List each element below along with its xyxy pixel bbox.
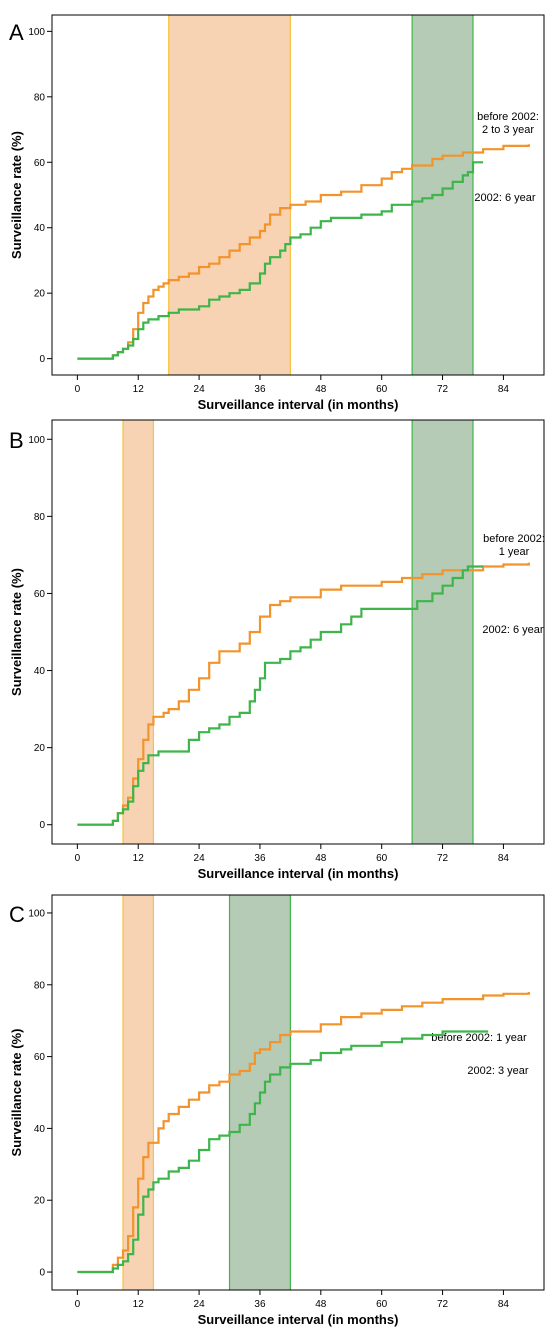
- y-tick-label: 100: [28, 435, 45, 446]
- series-label: before 2002: 1 year: [483, 533, 545, 558]
- series-label: 2002: 6 year: [474, 192, 535, 204]
- x-tick-label: 48: [315, 384, 327, 395]
- series-label-line: before 2002: 1 year: [431, 1032, 527, 1044]
- series-label-line: before 2002:: [477, 111, 539, 123]
- series-line-orange: [77, 144, 530, 360]
- y-tick-label: 60: [34, 589, 46, 600]
- series-label: 2002: 6 year: [482, 624, 543, 636]
- series-label-line: 2 to 3 year: [482, 124, 534, 136]
- series-line-orange: [77, 992, 530, 1274]
- x-tick-label: 60: [376, 384, 388, 395]
- x-tick-label: 84: [498, 384, 510, 395]
- series-label-line: 2002: 3 year: [467, 1065, 528, 1077]
- panel-letter: A: [9, 20, 24, 45]
- plot-frame: [51, 14, 545, 376]
- series-label-line: before 2002:: [483, 533, 545, 545]
- series-line-green: [77, 161, 484, 360]
- y-tick-label: 20: [34, 289, 46, 300]
- panel-letter: C: [9, 902, 25, 927]
- x-tick-label: 48: [315, 1299, 327, 1310]
- x-axis-title: Surveillance interval (in months): [198, 866, 399, 881]
- plot-frame: [51, 419, 545, 845]
- y-tick-label: 100: [28, 908, 45, 919]
- x-axis-title: Surveillance interval (in months): [198, 397, 399, 412]
- y-tick-label: 40: [34, 666, 46, 677]
- x-tick-label: 60: [376, 1299, 388, 1310]
- x-tick-label: 36: [254, 1299, 266, 1310]
- series-label: 2002: 3 year: [467, 1065, 528, 1077]
- x-tick-label: 12: [133, 1299, 145, 1310]
- y-tick-label: 80: [34, 512, 46, 523]
- x-tick-label: 0: [75, 1299, 81, 1310]
- y-tick-label: 80: [34, 92, 46, 103]
- green-interval-band: [412, 420, 473, 844]
- series-line-orange: [77, 562, 530, 826]
- y-tick-label: 80: [34, 980, 46, 991]
- panel-c: before 2002: 1 year 2002: 3 year 0 20 40 60 80…: [9, 894, 545, 1327]
- x-tick-label: 24: [194, 384, 206, 395]
- y-tick-label: 20: [34, 743, 46, 754]
- x-tick-label: 72: [437, 384, 449, 395]
- x-tick-label: 84: [498, 1299, 510, 1310]
- series-label-line: 2002: 6 year: [474, 192, 535, 204]
- x-tick-label: 12: [133, 853, 145, 864]
- panel-b: before 2002: 1 year 2002: 6 year 0 20 40 60 80 1…: [9, 419, 545, 881]
- x-tick-label: 24: [194, 853, 206, 864]
- x-tick-label: 12: [133, 384, 145, 395]
- x-tick-label: 72: [437, 853, 449, 864]
- panel-a: before 2002: 2 to 3 year 2002: 6 year 0 20 40…: [9, 14, 545, 412]
- y-tick-label: 40: [34, 223, 46, 234]
- y-tick-label: 60: [34, 1052, 46, 1063]
- y-tick-label: 40: [34, 1124, 46, 1135]
- y-tick-label: 0: [39, 1268, 45, 1279]
- y-axis-title: Surveillance rate (%): [9, 1029, 24, 1157]
- x-tick-label: 48: [315, 853, 327, 864]
- y-tick-label: 20: [34, 1196, 46, 1207]
- x-tick-label: 84: [498, 853, 510, 864]
- series-label: before 2002: 1 year: [431, 1032, 527, 1044]
- y-tick-label: 60: [34, 158, 46, 169]
- x-tick-label: 72: [437, 1299, 449, 1310]
- series-label-line: 2002: 6 year: [482, 624, 543, 636]
- y-tick-label: 100: [28, 27, 45, 38]
- x-tick-label: 0: [75, 384, 81, 395]
- series-line-green: [77, 1030, 489, 1274]
- x-tick-label: 0: [75, 853, 81, 864]
- series-line-green: [77, 565, 484, 826]
- plot-frame: [51, 894, 545, 1291]
- y-axis-title: Surveillance rate (%): [9, 131, 24, 259]
- series-label: before 2002: 2 to 3 year: [477, 111, 539, 136]
- x-axis-title: Surveillance interval (in months): [198, 1312, 399, 1327]
- panel-letter: B: [9, 428, 24, 453]
- y-axis-title: Surveillance rate (%): [9, 568, 24, 696]
- orange-interval-band: [168, 15, 291, 375]
- x-tick-label: 36: [254, 853, 266, 864]
- x-tick-label: 24: [194, 1299, 206, 1310]
- x-tick-label: 36: [254, 384, 266, 395]
- series-label-line: 1 year: [499, 546, 530, 558]
- y-tick-label: 0: [39, 354, 45, 365]
- y-tick-label: 0: [39, 820, 45, 831]
- x-tick-label: 60: [376, 853, 388, 864]
